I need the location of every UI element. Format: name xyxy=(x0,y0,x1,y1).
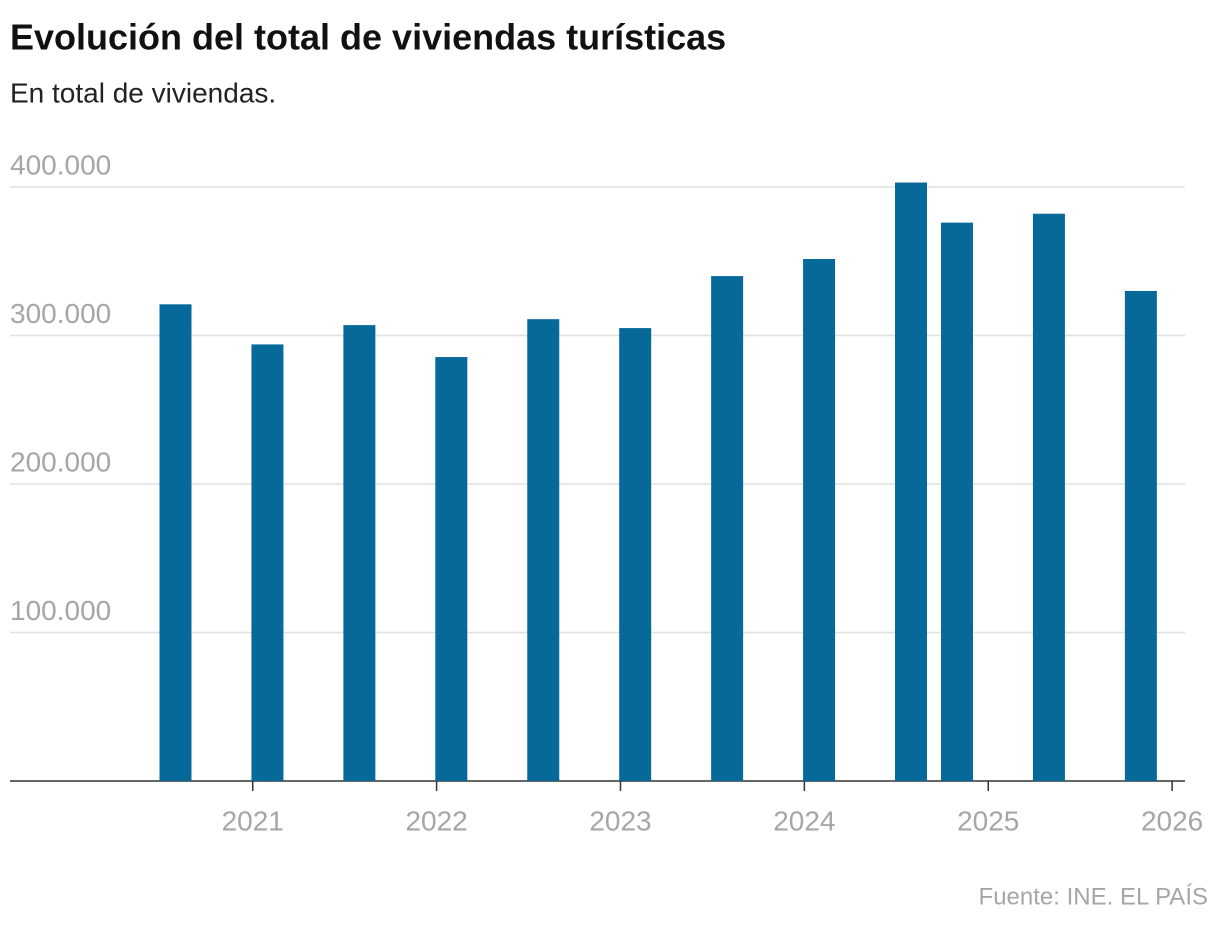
x-tick-label: 2026 xyxy=(1141,805,1203,836)
bar xyxy=(803,259,836,782)
y-tick-label: 100.000 xyxy=(10,595,111,626)
bar xyxy=(251,344,284,781)
bar xyxy=(435,357,468,781)
bar xyxy=(1124,290,1157,781)
bar xyxy=(619,328,652,781)
y-tick-label: 300.000 xyxy=(10,298,111,329)
bar xyxy=(895,182,928,782)
bar xyxy=(711,276,744,781)
chart-title: Evolución del total de viviendas turísti… xyxy=(10,17,726,58)
x-tick-label: 2024 xyxy=(773,805,835,836)
x-tick-label: 2021 xyxy=(222,805,284,836)
bar xyxy=(159,304,192,781)
bar xyxy=(940,222,973,781)
bar xyxy=(343,325,376,781)
chart-subtitle: En total de viviendas. xyxy=(10,77,276,108)
y-tick-label: 200.000 xyxy=(10,446,111,477)
source: Fuente: INE. EL PAÍS xyxy=(979,883,1208,910)
x-tick-label: 2023 xyxy=(589,805,651,836)
x-tick-label: 2022 xyxy=(405,805,467,836)
y-tick-label: 400.000 xyxy=(10,149,111,180)
bar xyxy=(527,319,560,781)
x-tick-label: 2025 xyxy=(957,805,1019,836)
bar xyxy=(1032,213,1065,782)
